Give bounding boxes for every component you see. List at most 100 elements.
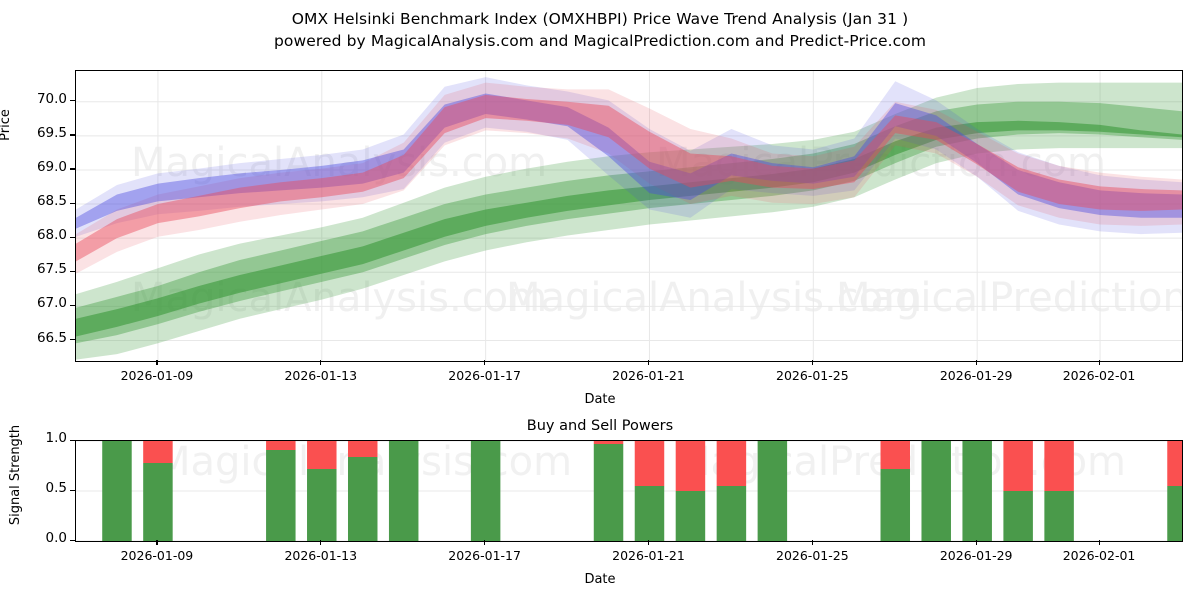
watermark-text: MagicalPrediction.com — [836, 275, 1182, 321]
signal-x-tick-mark — [484, 540, 486, 545]
price-x-tick-label: 2026-01-09 — [120, 368, 194, 383]
signal-bar-sell — [143, 441, 173, 463]
signal-y-tick-mark — [70, 539, 75, 541]
price-y-tick-mark — [70, 339, 75, 341]
price-chart-panel: MagicalAnalysis.com MagicalPrediction.com… — [75, 70, 1183, 362]
signal-x-tick-mark — [647, 540, 650, 545]
price-x-tick-label: 2026-01-29 — [939, 368, 1013, 383]
signal-bar-buy — [102, 441, 132, 541]
price-band-blue-band-inner — [76, 93, 1182, 229]
price-y-tick-label: 67.0 — [36, 295, 67, 312]
signal-axis-label: Signal Strength — [8, 424, 23, 526]
price-x-tick-mark — [320, 360, 322, 365]
price-x-tick-label: 2026-01-21 — [612, 368, 685, 383]
signal-x-axis-label: Date — [584, 572, 616, 587]
signal-x-tick-label: 2026-01-13 — [284, 548, 358, 563]
signal-bar-buy — [1003, 491, 1033, 541]
price-x-tick-label: 2026-01-25 — [776, 368, 849, 383]
signal-bar-sell — [347, 441, 378, 457]
signal-bar-sell — [716, 441, 747, 486]
signal-bar-sell — [634, 441, 665, 486]
signal-bar-buy — [1167, 486, 1182, 541]
signal-bar-buy — [962, 441, 992, 541]
signal-bar-sell — [675, 441, 706, 491]
signal-bar-buy — [921, 441, 951, 541]
signal-bar-buy — [143, 463, 173, 541]
price-band-blue-band-outer — [76, 77, 1182, 237]
signal-bar-sell — [1044, 441, 1074, 491]
watermark-text: MagicalAnalysis.com — [131, 140, 547, 186]
signal-bar-buy — [307, 469, 337, 541]
price-x-tick-mark — [484, 360, 486, 365]
price-x-tick-label: 2026-01-17 — [448, 368, 521, 383]
price-x-tick-label: 2026-02-01 — [1062, 368, 1136, 383]
signal-y-tick-label: 0.5 — [45, 480, 67, 496]
price-y-tick-label: 70.0 — [36, 90, 67, 107]
signal-x-tick-label: 2026-01-17 — [448, 548, 521, 563]
page-title: OMX Helsinki Benchmark Index (OMXHBPI) P… — [291, 10, 909, 28]
signal-bar-buy — [593, 444, 624, 541]
signal-bar-buy — [470, 441, 501, 541]
signal-x-tick-label: 2026-01-09 — [120, 548, 194, 563]
signal-bar-sell — [880, 441, 911, 469]
price-y-tick-mark — [70, 304, 75, 307]
price-x-tick-mark — [811, 360, 814, 365]
price-y-tick-label: 66.5 — [36, 329, 67, 346]
price-x-tick-mark — [647, 360, 650, 365]
signal-bar-buy — [675, 491, 706, 541]
price-y-tick-mark — [70, 168, 75, 170]
signal-x-tick-label: 2026-01-29 — [939, 548, 1013, 563]
signal-x-tick-mark — [320, 540, 322, 545]
signal-bar-buy — [634, 486, 665, 541]
signal-bar-buy — [266, 450, 296, 541]
price-x-axis-label: Date — [584, 392, 616, 407]
signal-bar-buy — [388, 441, 419, 541]
signal-x-tick-mark — [1098, 540, 1100, 545]
price-y-tick-mark — [70, 202, 75, 204]
price-y-tick-mark — [70, 134, 75, 136]
page-subtitle: powered by MagicalAnalysis.com and Magic… — [273, 32, 927, 50]
price-band-red-band-inner — [76, 94, 1182, 262]
chart-title-block: OMX Helsinki Benchmark Index (OMXHBPI) P… — [0, 8, 1200, 52]
signal-bar-buy — [347, 457, 378, 541]
price-y-tick-mark — [70, 100, 75, 102]
signal-y-tick-label: 0.0 — [45, 530, 67, 546]
signal-bar-sell — [266, 441, 296, 450]
watermark-text: MagicalAnalysis.com — [506, 275, 922, 321]
signal-x-tick-label: 2026-01-21 — [612, 548, 685, 563]
signal-y-tick-mark — [70, 489, 75, 491]
signal-x-tick-mark — [156, 540, 158, 545]
signal-bar-buy — [1044, 491, 1074, 541]
signal-x-tick-mark — [811, 540, 814, 545]
price-y-tick-label: 68.0 — [36, 227, 67, 244]
price-band-red-band-outer — [76, 82, 1182, 274]
price-y-tick-label: 68.5 — [36, 193, 67, 210]
signal-y-tick-mark — [70, 439, 75, 441]
signal-bar-sell — [1003, 441, 1033, 491]
signal-x-tick-mark — [975, 540, 977, 545]
signal-x-tick-label: 2026-02-01 — [1062, 548, 1136, 563]
price-x-tick-label: 2026-01-13 — [284, 368, 358, 383]
price-y-tick-label: 67.5 — [36, 261, 67, 278]
signal-bar-sell — [1167, 441, 1182, 486]
signal-y-tick-label: 1.0 — [45, 430, 67, 446]
signal-x-tick-label: 2026-01-25 — [776, 548, 849, 563]
price-y-tick-mark — [70, 270, 75, 272]
signal-bar-sell — [307, 441, 337, 469]
price-y-tick-mark — [70, 236, 75, 238]
price-x-tick-mark — [975, 360, 977, 365]
signal-chart-title: Buy and Sell Powers — [526, 418, 674, 434]
price-y-tick-label: 69.5 — [36, 124, 67, 141]
signal-bar-buy — [880, 469, 911, 541]
signal-bar-buy — [716, 486, 747, 541]
price-chart-svg: MagicalAnalysis.com MagicalPrediction.com… — [76, 71, 1182, 361]
signal-bar-sell — [593, 441, 624, 444]
price-y-tick-label: 69.0 — [36, 158, 67, 175]
price-band-green-band-outer — [76, 82, 1182, 360]
signal-bar-buy — [757, 441, 788, 541]
price-x-tick-mark — [156, 360, 158, 365]
price-x-tick-mark — [1098, 360, 1100, 365]
